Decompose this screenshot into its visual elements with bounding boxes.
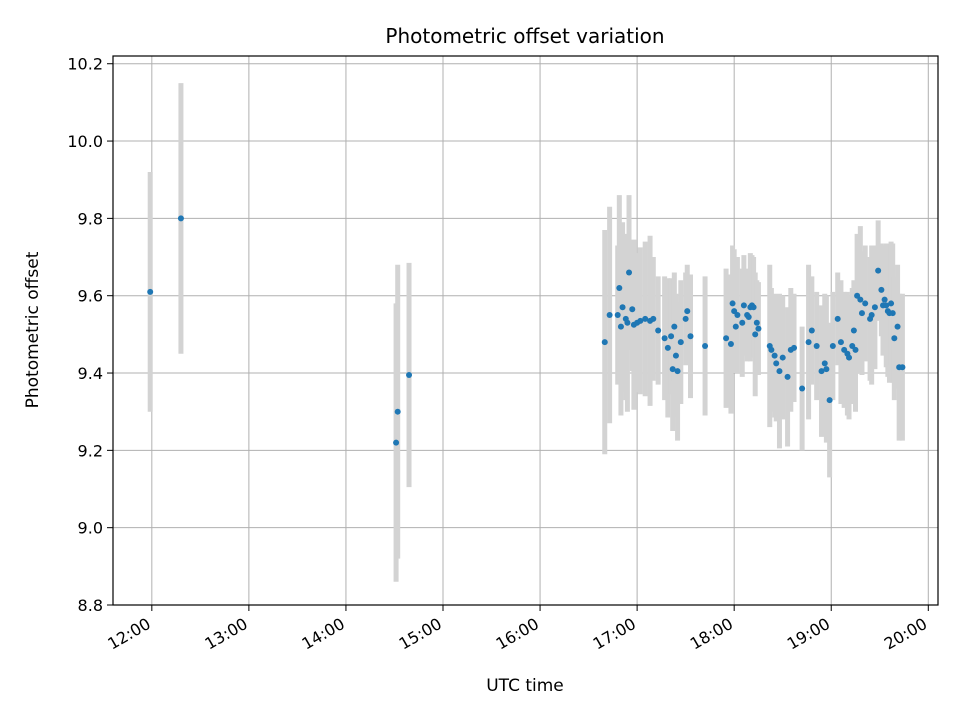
data-point <box>616 284 623 291</box>
x-axis-label: UTC time <box>486 676 564 696</box>
data-point <box>829 342 836 349</box>
data-point <box>672 352 679 359</box>
data-point <box>642 315 649 322</box>
data-point <box>650 315 657 322</box>
y-tick-label: 9.0 <box>78 519 103 538</box>
y-tick-label: 9.6 <box>78 287 103 306</box>
data-point <box>669 366 676 373</box>
data-point <box>614 312 621 319</box>
data-point <box>734 312 741 319</box>
data-point <box>674 368 681 375</box>
data-point <box>752 331 759 338</box>
data-point <box>617 323 624 330</box>
data-point <box>889 310 896 317</box>
chart-title: Photometric offset variation <box>385 24 664 48</box>
data-point <box>773 360 780 367</box>
data-point <box>739 319 746 326</box>
data-point <box>871 304 878 311</box>
data-point <box>687 333 694 340</box>
data-point <box>862 300 869 307</box>
data-point <box>723 335 730 342</box>
y-axis-label: Photometric offset <box>23 251 43 408</box>
y-axis-ticks: 8.8 9.0 9.2 9.4 9.6 9.8 10.0 10.2 <box>67 55 113 615</box>
data-point <box>858 310 865 317</box>
data-point <box>668 333 675 340</box>
data-point <box>655 327 662 334</box>
data-point <box>821 360 828 367</box>
data-point <box>661 335 668 342</box>
data-point <box>619 304 626 311</box>
data-point <box>805 339 812 346</box>
data-point <box>899 364 906 371</box>
data-point <box>850 327 857 334</box>
data-point <box>883 302 890 309</box>
data-point <box>729 300 736 307</box>
data-point <box>755 325 762 332</box>
data-point <box>791 344 798 351</box>
data-point <box>875 267 882 274</box>
data-point <box>177 215 184 222</box>
data-point <box>857 296 864 303</box>
data-point <box>852 346 859 353</box>
data-point <box>677 339 684 346</box>
data-point <box>891 335 898 342</box>
y-tick-label: 8.8 <box>78 596 103 615</box>
data-point <box>784 373 791 380</box>
data-point <box>846 354 853 361</box>
data-point <box>813 342 820 349</box>
y-tick-label: 9.4 <box>78 364 103 383</box>
data-point <box>732 323 739 330</box>
y-tick-label: 9.2 <box>78 441 103 460</box>
data-point <box>771 352 778 359</box>
data-point <box>601 339 608 346</box>
data-point <box>671 323 678 330</box>
data-point <box>868 312 875 319</box>
data-point <box>750 304 757 311</box>
data-point <box>147 288 154 295</box>
y-tick-label: 10.0 <box>67 132 103 151</box>
data-point <box>818 368 825 375</box>
data-point <box>740 302 747 309</box>
data-point <box>888 300 895 307</box>
plot-frame <box>112 55 939 606</box>
data-point <box>637 317 644 324</box>
data-point <box>406 371 413 378</box>
data-point <box>629 306 636 313</box>
data-point <box>664 344 671 351</box>
data-point <box>799 385 806 392</box>
data-point <box>823 366 830 373</box>
data-point <box>624 319 631 326</box>
data-point <box>881 296 888 303</box>
data-point <box>682 315 689 322</box>
data-point <box>837 339 844 346</box>
data-point <box>768 346 775 353</box>
data-point <box>894 323 901 330</box>
y-tick-label: 9.8 <box>78 209 103 228</box>
data-point <box>684 308 691 315</box>
y-tick-label: 10.2 <box>67 55 103 74</box>
data-point <box>745 313 752 320</box>
data-point <box>393 439 400 446</box>
data-point <box>808 327 815 334</box>
data-point <box>779 354 786 361</box>
data-point <box>826 397 833 404</box>
data-point <box>753 319 760 326</box>
data-point <box>776 368 783 375</box>
data-point <box>834 315 841 322</box>
data-point <box>878 286 885 293</box>
data-point <box>394 408 401 415</box>
data-point <box>626 269 633 276</box>
data-point <box>727 341 734 348</box>
data-points <box>147 215 906 446</box>
data-point <box>702 342 709 349</box>
data-point <box>606 312 613 319</box>
